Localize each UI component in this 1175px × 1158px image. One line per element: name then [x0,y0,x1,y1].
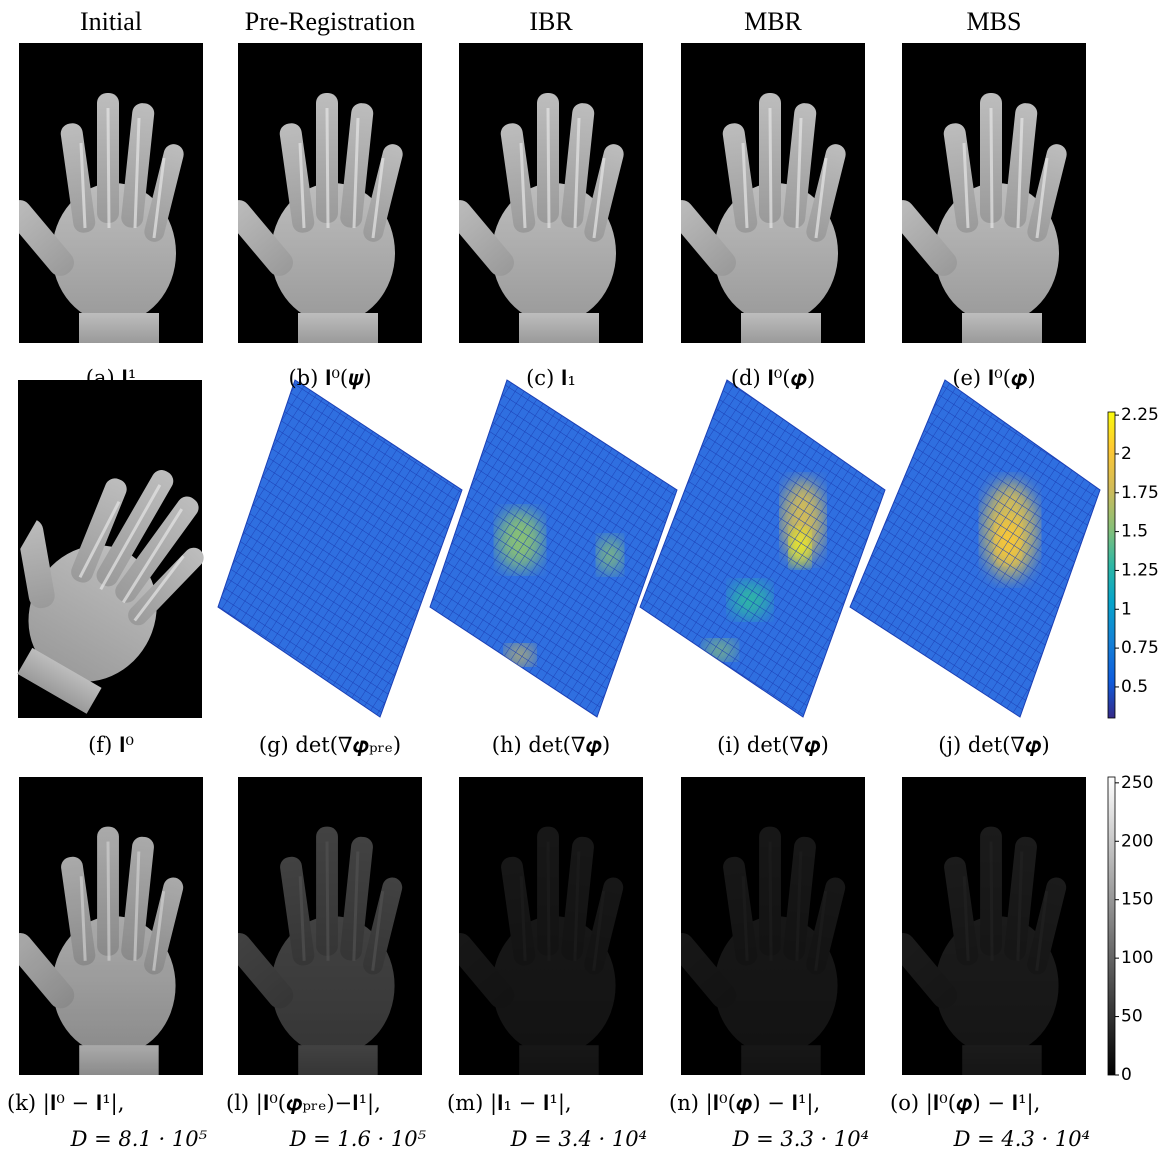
caption: (l) |𝐈⁰(𝝋ₚᵣₑ)−𝐈¹|, [226,1091,381,1116]
caption-distance: D = 8.1 · 10⁵ [70,1127,208,1151]
caption: (c) 𝐈₁ [526,366,576,390]
colorbar-tick-label: 1.25 [1121,560,1159,580]
caption: (n) |𝐈⁰(𝝋) − 𝐈¹|, [669,1091,820,1116]
deformation-grid [850,380,1100,717]
column-title: MBR [744,7,802,36]
colorbar-tick-label: 50 [1121,1007,1143,1027]
colorbar [1108,777,1115,1075]
deformation-grid [640,380,885,717]
colorbar-tick-label: 0.75 [1121,638,1159,658]
caption: (m) |𝐈₁ − 𝐈¹|, [447,1091,572,1116]
column-title: Initial [80,7,142,36]
colorbar-tick-label: 1.75 [1121,483,1159,503]
caption: (o) |𝐈⁰(𝝋) − 𝐈¹|, [890,1091,1040,1116]
colorbar-tick-label: 100 [1121,948,1153,968]
caption: (j) det(∇𝝋) [938,733,1049,757]
caption: (b) 𝐈⁰(𝝍) [288,366,371,390]
figure: Initial Pre-Registration IBR MBR MBS (a) 𝐈¹ (b… [0,0,1175,1158]
caption: (i) det(∇𝝋) [717,733,829,757]
caption: (h) det(∇𝝋) [492,733,611,757]
caption-distance: D = 3.3 · 10⁴ [732,1127,869,1151]
colorbar-tick-label: 150 [1121,890,1153,910]
colorbar-tick-label: 250 [1121,773,1153,793]
page: {"column_titles": ["Initial", "Pre-Regis… [0,0,1175,1158]
caption: (k) |𝐈⁰ − 𝐈¹|, [7,1091,124,1116]
column-title: MBS [967,7,1022,36]
caption: (d) 𝐈⁰(𝝋) [731,366,815,390]
deformation-grid [218,380,462,717]
caption-distance: D = 4.3 · 10⁴ [953,1127,1090,1151]
column-title: IBR [529,7,573,36]
colorbar-tick-label: 1 [1121,599,1132,619]
colorbar [1108,412,1115,718]
caption: (a) 𝐈¹ [86,366,137,390]
caption: (g) det(∇𝝋ₚᵣₑ) [259,733,401,757]
colorbar-tick-label: 1.5 [1121,522,1148,542]
colorbar-tick-label: 2 [1121,444,1132,464]
caption-distance: D = 1.6 · 10⁵ [289,1127,427,1151]
caption: (f) 𝐈⁰ [88,733,134,757]
deformation-grid [430,380,677,717]
colorbar-tick-label: 200 [1121,831,1153,851]
colorbar-tick-label: 2.25 [1121,405,1159,425]
caption-distance: D = 3.4 · 10⁴ [510,1127,647,1151]
colorbar-tick-label: 0.5 [1121,677,1148,697]
panels [0,43,1119,1075]
caption: (e) 𝐈⁰(𝝋) [952,366,1035,390]
colorbar-tick-label: 0 [1121,1065,1132,1085]
column-title: Pre-Registration [245,7,415,36]
